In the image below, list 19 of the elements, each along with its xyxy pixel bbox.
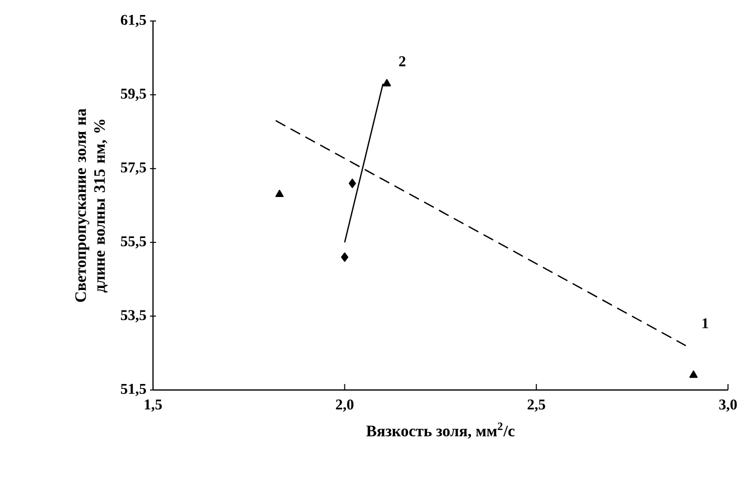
x-tick-label: 2,0 bbox=[336, 399, 354, 412]
point bbox=[348, 178, 356, 188]
point bbox=[382, 79, 391, 86]
series-label: 2 bbox=[399, 56, 406, 66]
y-tick-label: 57,5 bbox=[120, 162, 146, 175]
x-tick-label: 2,5 bbox=[528, 399, 546, 412]
y-tick-label: 61,5 bbox=[120, 14, 146, 28]
y-tick-label: 55,5 bbox=[120, 236, 146, 248]
point bbox=[341, 252, 348, 262]
y-tick-label: 59,5 bbox=[120, 88, 146, 101]
y-axis-title: Светопропускание золя на длине волны 315 нм, % bbox=[75, 108, 108, 302]
x-axis-title: Вязкость золя, мм$^{2}$/с bbox=[366, 422, 515, 439]
point bbox=[275, 190, 284, 198]
y-tick-label: 51,5 bbox=[120, 384, 146, 396]
point bbox=[689, 370, 698, 378]
series-label: 1 bbox=[702, 318, 708, 328]
y-tick-label: 53,5 bbox=[120, 310, 146, 322]
x-tick-label: 1,5 bbox=[144, 399, 162, 412]
x-tick-label: 3,0 bbox=[719, 399, 737, 412]
